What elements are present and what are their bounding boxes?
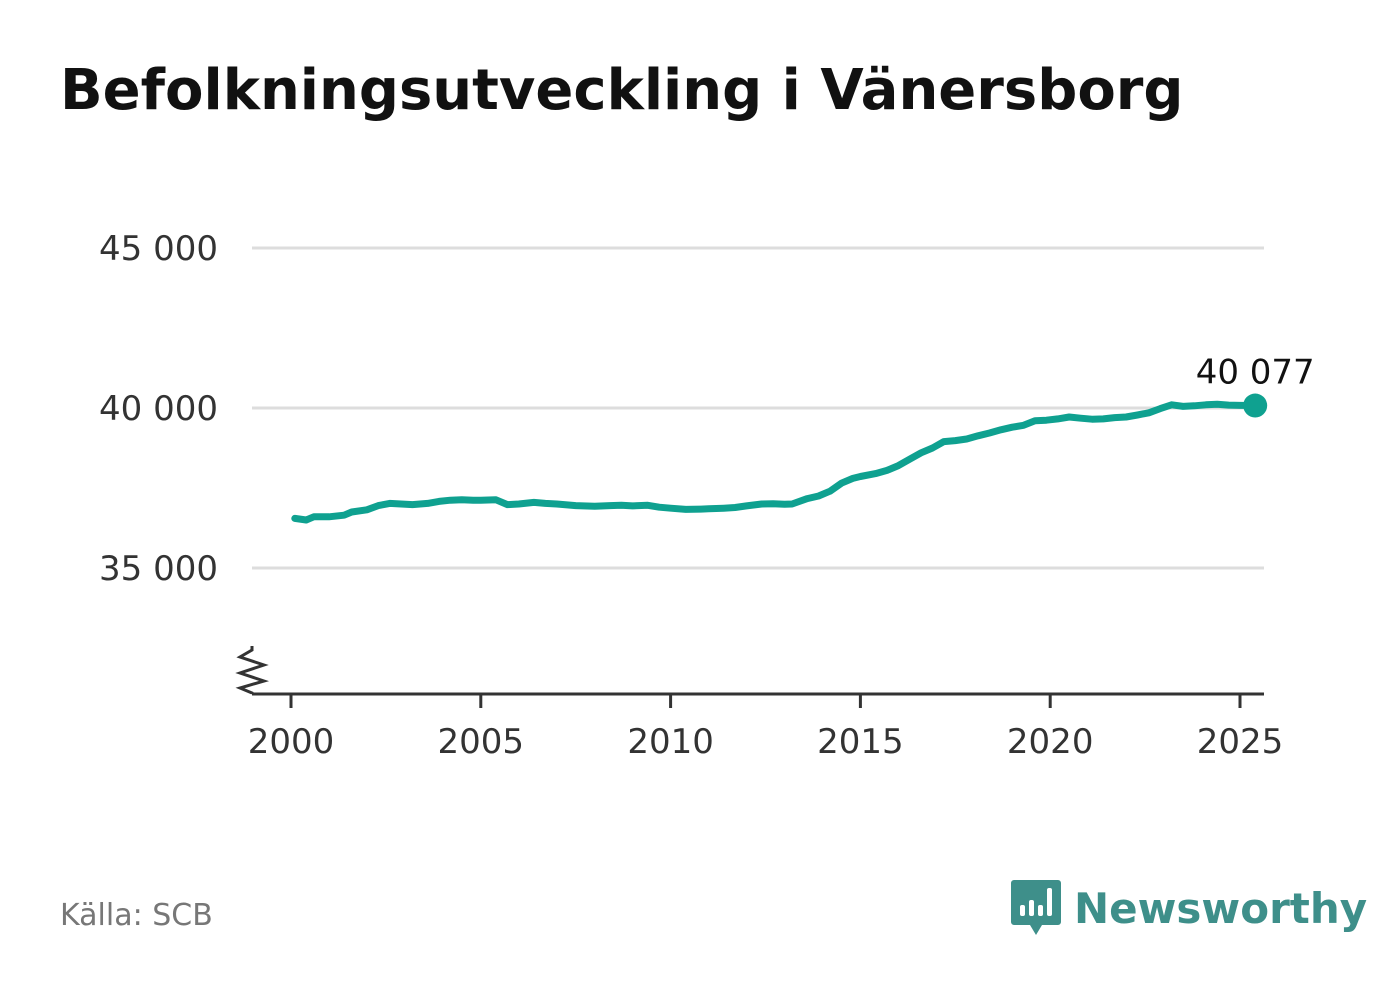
y-axis-break-icon [240,646,264,694]
tick-labels: 35 000 40 000 45 000 2000 2005 2010 2015 2020 20… [99,229,1315,762]
source-note: Källa: SCB [60,898,213,933]
series [295,394,1267,520]
grid-lines [252,248,1264,568]
end-value-label: 40 077 [1196,353,1315,393]
x-tick-label: 2015 [817,722,904,762]
x-tick-label: 2025 [1197,722,1284,762]
end-point-marker [1243,394,1267,418]
brand-logo: Newsworthy [1010,878,1367,938]
brand-name: Newsworthy [1074,884,1367,933]
x-tick-label: 2010 [627,722,714,762]
line-chart: 35 000 40 000 45 000 2000 2005 2010 2015 2020 20… [0,0,1382,999]
x-tick-label: 2020 [1007,722,1094,762]
y-tick-label: 45 000 [99,229,218,269]
y-tick-label: 35 000 [99,549,218,589]
y-tick-label: 40 000 [99,389,218,429]
series-line [295,404,1255,520]
x-tick-label: 2005 [438,722,525,762]
x-axis [252,694,1264,708]
x-tick-label: 2000 [248,722,335,762]
axis-break-zigzag [240,646,264,694]
bar-chart-speech-bubble-icon [1010,878,1062,938]
